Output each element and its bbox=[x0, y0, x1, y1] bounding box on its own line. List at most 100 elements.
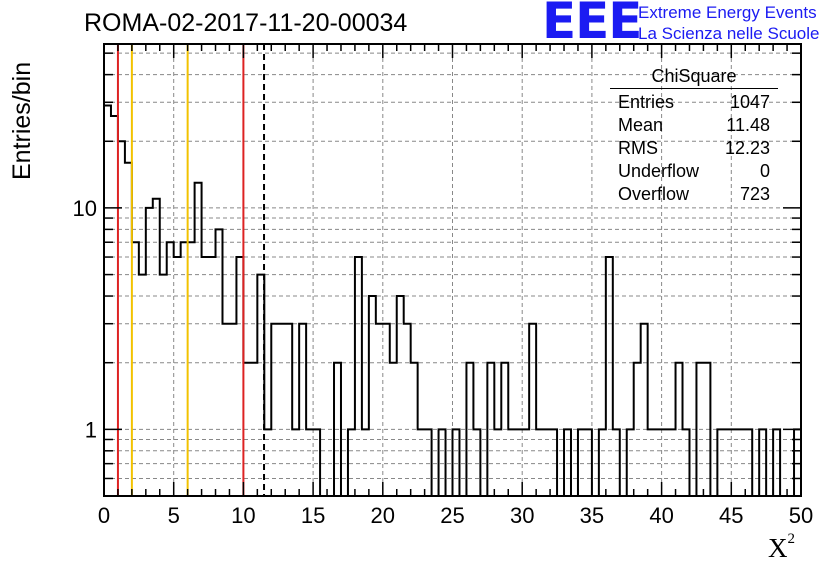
x-tick-label: 40 bbox=[649, 503, 673, 528]
histogram-bin bbox=[348, 429, 355, 496]
x-axis-label-text: X bbox=[768, 533, 788, 563]
histogram-bin bbox=[543, 429, 550, 496]
histogram-bin bbox=[648, 429, 655, 496]
x-tick-label: 35 bbox=[580, 503, 604, 528]
histogram-bin bbox=[104, 106, 111, 496]
x-axis-label-sup: 2 bbox=[787, 531, 796, 547]
logo-mark: EEE bbox=[542, 0, 642, 50]
y-tick-label: 10 bbox=[73, 196, 97, 221]
histogram-bin bbox=[676, 363, 683, 496]
histogram-bin bbox=[313, 429, 320, 496]
histogram-bin bbox=[717, 429, 724, 496]
histogram-bin bbox=[334, 363, 341, 496]
histogram-bin bbox=[355, 257, 362, 496]
histogram-bin bbox=[683, 429, 690, 496]
histogram-bin bbox=[466, 363, 473, 496]
y-tick-label: 1 bbox=[85, 417, 97, 442]
chart-title: ROMA-02-2017-11-20-00034 bbox=[84, 9, 408, 37]
histogram-bin bbox=[487, 363, 494, 496]
stats-value: 0 bbox=[759, 161, 770, 181]
histogram-bin bbox=[222, 324, 229, 496]
histogram-bin bbox=[550, 429, 557, 496]
histogram-bin bbox=[745, 429, 752, 496]
histogram-bin bbox=[264, 429, 271, 496]
stats-row-rms: RMS 12.23 bbox=[610, 138, 778, 161]
histogram-bin bbox=[439, 429, 446, 496]
x-tick-label: 20 bbox=[371, 503, 395, 528]
histogram-bin bbox=[564, 429, 571, 496]
logo-line-2: La Scienza nelle Scuole bbox=[638, 24, 820, 43]
histogram-bin bbox=[209, 257, 216, 496]
histogram-bin bbox=[522, 429, 529, 496]
histogram-bin bbox=[369, 296, 376, 496]
histogram-bin bbox=[731, 429, 738, 496]
logo-line-1: Extreme Energy Events bbox=[638, 3, 817, 22]
x-tick-label: 25 bbox=[440, 503, 464, 528]
x-tick-label: 45 bbox=[719, 503, 743, 528]
histogram-bin bbox=[397, 296, 404, 496]
histogram-bin bbox=[501, 363, 508, 496]
histogram-bin bbox=[139, 275, 146, 496]
histogram-bin bbox=[306, 429, 313, 496]
histogram-bin bbox=[641, 324, 648, 496]
histogram-bin bbox=[425, 429, 432, 496]
x-tick-label: 15 bbox=[301, 503, 325, 528]
stats-label: Entries bbox=[618, 92, 675, 112]
y-axis-label: Entries/bin bbox=[8, 61, 36, 180]
stats-label: Overflow bbox=[618, 184, 690, 204]
histogram-bin bbox=[724, 429, 731, 496]
stats-row-overflow: Overflow 723 bbox=[610, 184, 778, 207]
eee-logo: EEE Extreme Energy Events La Scienza nel… bbox=[542, 0, 832, 50]
histogram-bin bbox=[703, 363, 710, 496]
stats-row-underflow: Underflow 0 bbox=[610, 161, 778, 184]
histogram-bin bbox=[271, 324, 278, 496]
histogram-bin bbox=[362, 429, 369, 496]
histogram-bin bbox=[118, 141, 125, 496]
histogram-bin bbox=[285, 324, 292, 496]
histogram-bin bbox=[634, 363, 641, 496]
histogram-bin bbox=[696, 363, 703, 496]
stats-label: RMS bbox=[618, 138, 658, 158]
stats-box: ChiSquare Entries 1047 Mean 11.48 RMS 12.23… bbox=[610, 66, 778, 207]
stats-label: Mean bbox=[618, 115, 664, 135]
histogram-bin bbox=[202, 257, 209, 496]
histogram-bin bbox=[662, 429, 669, 496]
x-tick-label: 10 bbox=[231, 503, 255, 528]
histogram-bin bbox=[759, 429, 766, 496]
histogram-bin bbox=[404, 324, 411, 496]
x-axis-label: X2 bbox=[768, 531, 796, 564]
histogram-bin bbox=[627, 429, 634, 496]
histogram-bin bbox=[390, 363, 397, 496]
histogram-bin bbox=[132, 242, 139, 496]
stats-row-mean: Mean 11.48 bbox=[610, 115, 778, 138]
histogram-bin bbox=[250, 363, 257, 496]
histogram-bin bbox=[167, 242, 174, 496]
histogram-bin bbox=[536, 429, 543, 496]
stats-title: ChiSquare bbox=[610, 66, 778, 89]
histogram-bin bbox=[453, 429, 460, 496]
histogram-bin bbox=[411, 363, 418, 496]
stats-value: 12.23 bbox=[724, 138, 770, 158]
histogram-bin bbox=[613, 429, 620, 496]
histogram-bin bbox=[418, 429, 425, 496]
histogram-bin bbox=[125, 163, 132, 496]
histogram-bin bbox=[181, 242, 188, 496]
histogram-bin bbox=[243, 363, 250, 496]
x-tick-label: 50 bbox=[789, 503, 813, 528]
histogram-bin bbox=[383, 324, 390, 496]
histogram-bin bbox=[188, 242, 195, 496]
histogram-bin bbox=[292, 429, 299, 496]
histogram-bin bbox=[529, 324, 536, 496]
histogram-bin bbox=[299, 324, 306, 496]
histogram-bin bbox=[195, 183, 202, 496]
histogram-bin bbox=[153, 199, 160, 496]
histogram-bin bbox=[599, 429, 606, 496]
histogram-bin bbox=[773, 429, 780, 496]
histogram-bin bbox=[508, 429, 515, 496]
stats-label: Underflow bbox=[618, 161, 700, 181]
stats-row-entries: Entries 1047 bbox=[610, 92, 778, 115]
stats-value: 1047 bbox=[729, 92, 770, 112]
histogram-bin bbox=[738, 429, 745, 496]
